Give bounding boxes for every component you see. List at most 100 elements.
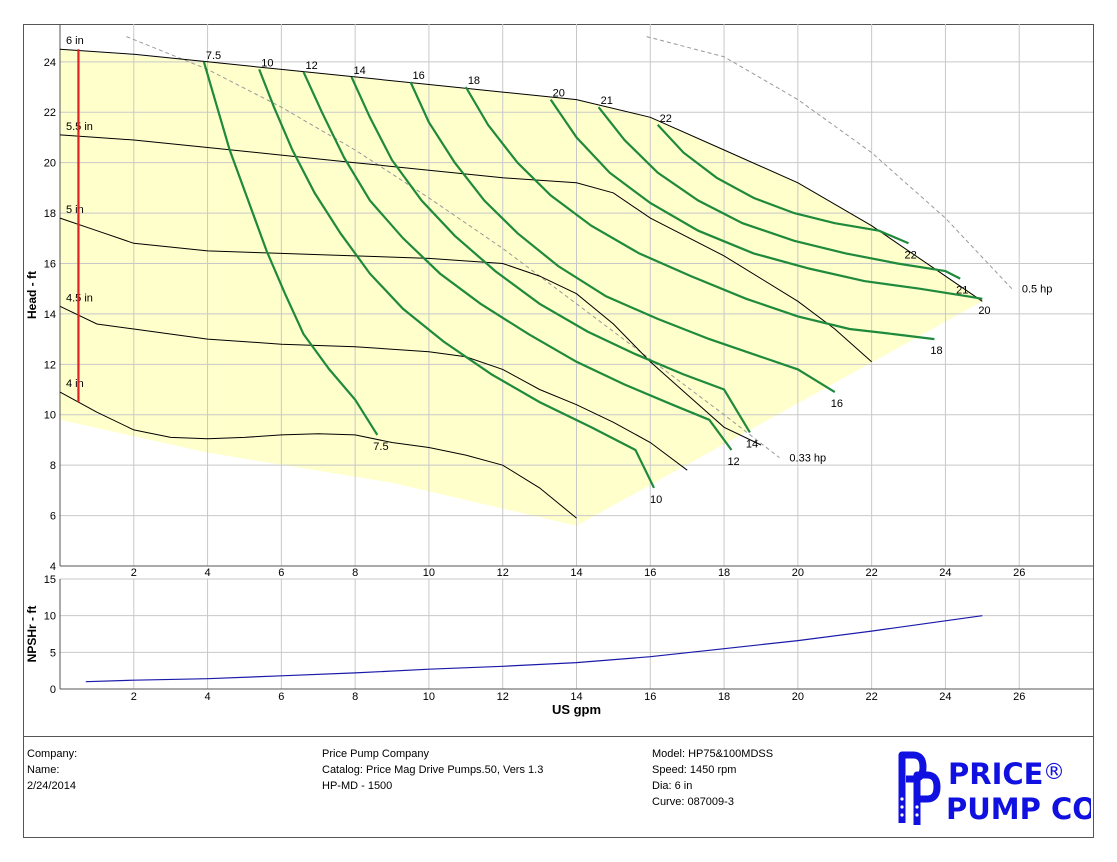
- diameter-info: Dia: 6 in: [652, 780, 693, 792]
- head-x-tick: 8: [352, 567, 358, 579]
- npsh-y-tick: 15: [44, 574, 56, 586]
- npsh-x-tick: 20: [792, 691, 804, 703]
- hp-curve-end-label: 7.5: [373, 441, 388, 453]
- power-line-label: 0.5 hp: [1022, 284, 1053, 296]
- head-x-tick: 18: [718, 567, 730, 579]
- hp-curve: [350, 76, 751, 433]
- hp-curve-top-label: 16: [412, 70, 424, 82]
- head-x-tick: 26: [1013, 567, 1025, 579]
- head-x-tick: 20: [792, 567, 804, 579]
- head-y-tick: 20: [44, 158, 56, 170]
- npshr-curve: [85, 615, 983, 683]
- hp-curve: [409, 81, 836, 394]
- hp-curve-end-label: 16: [831, 398, 843, 410]
- curve-info: Curve: 087009-3: [652, 796, 734, 808]
- hp-curve-top-label: 10: [261, 57, 273, 69]
- head-y-tick: 4: [50, 561, 56, 573]
- head-x-tick: 4: [205, 567, 211, 579]
- hp-curve-top-label: 21: [601, 95, 613, 107]
- npsh-x-tick: 22: [866, 691, 878, 703]
- impeller-curve: [59, 391, 577, 519]
- hp-curve: [597, 106, 961, 280]
- npsh-x-tick: 24: [939, 691, 951, 703]
- hp-curve: [302, 71, 733, 451]
- hp-curve-top-label: 18: [468, 75, 480, 87]
- speed-info: Speed: 1450 rpm: [652, 764, 737, 776]
- model-info: Model: HP75&100MDSS: [652, 748, 774, 760]
- logo-registered: ®: [1043, 760, 1065, 785]
- impeller-curve-label: 6 in: [66, 35, 84, 47]
- hp-curve-end-label: 22: [905, 249, 917, 261]
- impeller-curve-label: 5 in: [66, 204, 84, 216]
- head-axis-title: Head - ft: [25, 271, 39, 319]
- hp-curve-top-label: 7.5: [206, 50, 221, 62]
- head-x-tick: 22: [866, 567, 878, 579]
- report-frame: [23, 24, 1094, 838]
- head-y-tick: 10: [44, 410, 56, 422]
- x-axis-title: US gpm: [552, 702, 601, 717]
- head-x-tick: 6: [278, 567, 284, 579]
- company-name: Price Pump Company: [322, 748, 429, 760]
- hp-curve-top-label: 14: [353, 65, 365, 77]
- npsh-y-tick: 10: [44, 611, 56, 623]
- hp-curve: [464, 86, 935, 341]
- npsh-x-tick: 6: [278, 691, 284, 703]
- impeller-curve-label: 4 in: [66, 378, 84, 390]
- impeller-curve: [59, 134, 872, 363]
- head-y-tick: 6: [50, 511, 56, 523]
- hp-curve: [202, 61, 379, 436]
- logo-line1: PRICE: [948, 757, 1043, 791]
- hp-curve-top-label: 22: [660, 113, 672, 125]
- power-line: [646, 36, 1013, 290]
- head-x-tick: 12: [497, 567, 509, 579]
- power-line: [126, 36, 780, 458]
- npsh-axis-title: NPSHr - ft: [25, 606, 39, 663]
- head-x-tick: 24: [939, 567, 951, 579]
- npsh-x-tick: 14: [570, 691, 582, 703]
- npsh-y-tick: 5: [50, 647, 56, 659]
- company-label: Company:: [27, 748, 78, 760]
- head-y-tick: 22: [44, 107, 56, 119]
- head-x-tick: 16: [644, 567, 656, 579]
- power-line-label: 0.33 hp: [789, 453, 826, 465]
- hp-curve-top-label: 20: [553, 88, 565, 100]
- impeller-curve: [59, 48, 983, 302]
- npsh-x-tick: 16: [644, 691, 656, 703]
- impeller-curve: [59, 305, 688, 471]
- hp-curve-end-label: 14: [746, 438, 758, 450]
- npsh-x-tick: 8: [352, 691, 358, 703]
- hp-curve: [258, 68, 655, 489]
- logo-line2: PUMP CO.: [946, 792, 1091, 826]
- impeller-curve: [59, 217, 762, 446]
- date-label: 2/24/2014: [27, 780, 76, 792]
- price-pump-logo: PRICE ® PUMP CO.: [898, 751, 1091, 826]
- hp-curve-top-label: 12: [305, 60, 317, 72]
- hp-curve: [549, 98, 983, 300]
- hp-curve-end-label: 18: [930, 345, 942, 357]
- head-x-tick: 10: [423, 567, 435, 579]
- head-y-tick: 14: [44, 309, 56, 321]
- pump-series: HP-MD - 1500: [322, 780, 393, 792]
- hp-curve: [656, 124, 909, 245]
- npsh-x-tick: 2: [131, 691, 137, 703]
- operating-region: [60, 49, 983, 526]
- hp-curve-end-label: 10: [650, 494, 662, 506]
- hp-curve-end-label: 21: [956, 285, 968, 297]
- head-x-tick: 2: [131, 567, 137, 579]
- head-x-tick: 14: [570, 567, 582, 579]
- catalog-info: Catalog: Price Mag Drive Pumps.50, Vers …: [322, 764, 544, 776]
- head-y-tick: 12: [44, 359, 56, 371]
- hp-curve-end-label: 20: [978, 305, 990, 317]
- head-y-tick: 18: [44, 208, 56, 220]
- npsh-x-tick: 18: [718, 691, 730, 703]
- npsh-x-tick: 4: [205, 691, 211, 703]
- npsh-x-tick: 26: [1013, 691, 1025, 703]
- npsh-y-tick: 0: [50, 684, 56, 696]
- name-label: Name:: [27, 764, 60, 776]
- npsh-x-tick: 12: [497, 691, 509, 703]
- head-y-tick: 24: [44, 57, 56, 69]
- footer-divider: [23, 736, 1094, 737]
